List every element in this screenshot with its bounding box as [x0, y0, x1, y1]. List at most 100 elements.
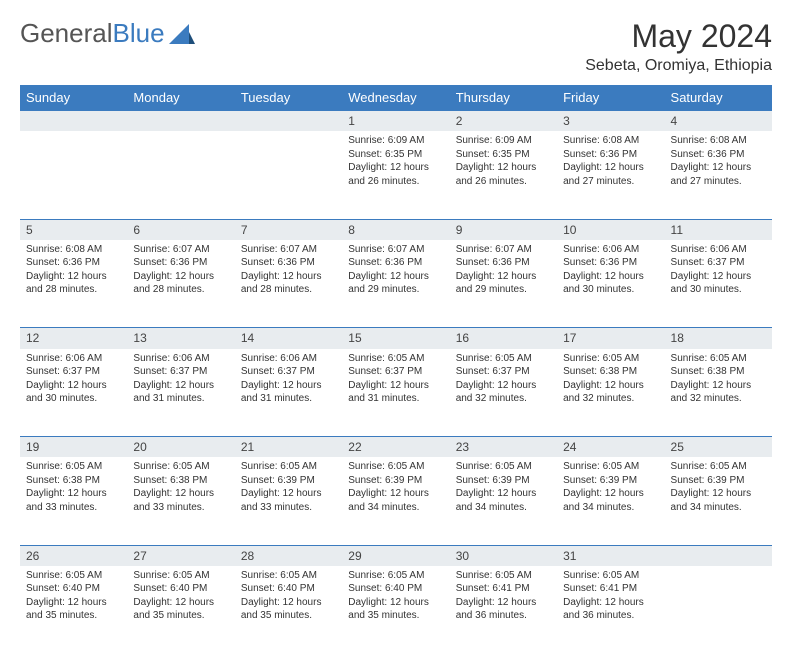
logo-text-blue: Blue [113, 18, 165, 49]
day-number: 16 [450, 328, 557, 349]
calendar-table: Sunday Monday Tuesday Wednesday Thursday… [20, 85, 772, 654]
day-number: 26 [20, 545, 127, 566]
title-block: May 2024 Sebeta, Oromiya, Ethiopia [585, 18, 772, 75]
day-number: 13 [127, 328, 234, 349]
day-cell: Sunrise: 6:05 AM Sunset: 6:38 PM Dayligh… [127, 457, 234, 545]
day-number: 8 [342, 219, 449, 240]
weekday-thu: Thursday [450, 85, 557, 111]
day-cell: Sunrise: 6:05 AM Sunset: 6:40 PM Dayligh… [235, 566, 342, 654]
day-cell-text: Sunrise: 6:08 AM Sunset: 6:36 PM Dayligh… [671, 134, 766, 188]
day-cell-text: Sunrise: 6:06 AM Sunset: 6:37 PM Dayligh… [671, 243, 766, 297]
day-number: 30 [450, 545, 557, 566]
day-number: 17 [557, 328, 664, 349]
day-cell-text: Sunrise: 6:06 AM Sunset: 6:37 PM Dayligh… [133, 352, 228, 406]
day-cell: Sunrise: 6:06 AM Sunset: 6:37 PM Dayligh… [127, 349, 234, 437]
day-cell-text: Sunrise: 6:07 AM Sunset: 6:36 PM Dayligh… [456, 243, 551, 297]
day-number: 7 [235, 219, 342, 240]
day-cell-text: Sunrise: 6:05 AM Sunset: 6:37 PM Dayligh… [456, 352, 551, 406]
weekday-sat: Saturday [665, 85, 772, 111]
day-cell-text: Sunrise: 6:05 AM Sunset: 6:39 PM Dayligh… [671, 460, 766, 514]
day-cell: Sunrise: 6:07 AM Sunset: 6:36 PM Dayligh… [127, 240, 234, 328]
day-cell-text: Sunrise: 6:05 AM Sunset: 6:39 PM Dayligh… [456, 460, 551, 514]
day-cell-text: Sunrise: 6:05 AM Sunset: 6:40 PM Dayligh… [348, 569, 443, 623]
day-number: 28 [235, 545, 342, 566]
day-number: 24 [557, 437, 664, 458]
weekday-fri: Friday [557, 85, 664, 111]
day-number: 27 [127, 545, 234, 566]
day-cell-text: Sunrise: 6:05 AM Sunset: 6:41 PM Dayligh… [456, 569, 551, 623]
day-number: 4 [665, 111, 772, 132]
day-cell: Sunrise: 6:05 AM Sunset: 6:38 PM Dayligh… [665, 349, 772, 437]
day-cell: Sunrise: 6:09 AM Sunset: 6:35 PM Dayligh… [342, 131, 449, 219]
day-number: 19 [20, 437, 127, 458]
day-cell-text: Sunrise: 6:05 AM Sunset: 6:38 PM Dayligh… [133, 460, 228, 514]
day-cell-text: Sunrise: 6:05 AM Sunset: 6:38 PM Dayligh… [671, 352, 766, 406]
content-row: Sunrise: 6:08 AM Sunset: 6:36 PM Dayligh… [20, 240, 772, 328]
day-cell: Sunrise: 6:08 AM Sunset: 6:36 PM Dayligh… [665, 131, 772, 219]
day-number: 1 [342, 111, 449, 132]
location: Sebeta, Oromiya, Ethiopia [585, 57, 772, 75]
calendar-body: 1234Sunrise: 6:09 AM Sunset: 6:35 PM Day… [20, 111, 772, 654]
day-number: 14 [235, 328, 342, 349]
weekday-wed: Wednesday [342, 85, 449, 111]
day-cell: Sunrise: 6:06 AM Sunset: 6:36 PM Dayligh… [557, 240, 664, 328]
content-row: Sunrise: 6:05 AM Sunset: 6:40 PM Dayligh… [20, 566, 772, 654]
day-cell: Sunrise: 6:05 AM Sunset: 6:38 PM Dayligh… [20, 457, 127, 545]
day-number: 23 [450, 437, 557, 458]
day-number: 2 [450, 111, 557, 132]
day-cell-text: Sunrise: 6:07 AM Sunset: 6:36 PM Dayligh… [241, 243, 336, 297]
day-cell: Sunrise: 6:08 AM Sunset: 6:36 PM Dayligh… [557, 131, 664, 219]
content-row: Sunrise: 6:06 AM Sunset: 6:37 PM Dayligh… [20, 349, 772, 437]
day-cell: Sunrise: 6:06 AM Sunset: 6:37 PM Dayligh… [20, 349, 127, 437]
day-cell-text: Sunrise: 6:06 AM Sunset: 6:36 PM Dayligh… [563, 243, 658, 297]
weekday-header-row: Sunday Monday Tuesday Wednesday Thursday… [20, 85, 772, 111]
daynum-row: 12131415161718 [20, 328, 772, 349]
logo-text-general: General [20, 18, 113, 49]
day-cell: Sunrise: 6:05 AM Sunset: 6:39 PM Dayligh… [235, 457, 342, 545]
day-cell-text: Sunrise: 6:07 AM Sunset: 6:36 PM Dayligh… [133, 243, 228, 297]
logo: GeneralBlue [20, 18, 195, 49]
day-cell-text: Sunrise: 6:09 AM Sunset: 6:35 PM Dayligh… [348, 134, 443, 188]
day-cell: Sunrise: 6:05 AM Sunset: 6:41 PM Dayligh… [557, 566, 664, 654]
day-number: 9 [450, 219, 557, 240]
daynum-row: 19202122232425 [20, 437, 772, 458]
day-cell-text: Sunrise: 6:06 AM Sunset: 6:37 PM Dayligh… [241, 352, 336, 406]
day-cell: Sunrise: 6:06 AM Sunset: 6:37 PM Dayligh… [665, 240, 772, 328]
day-number: 21 [235, 437, 342, 458]
day-cell: Sunrise: 6:05 AM Sunset: 6:40 PM Dayligh… [20, 566, 127, 654]
day-cell: Sunrise: 6:07 AM Sunset: 6:36 PM Dayligh… [342, 240, 449, 328]
daynum-row: 567891011 [20, 219, 772, 240]
day-cell [235, 131, 342, 219]
day-cell-text: Sunrise: 6:07 AM Sunset: 6:36 PM Dayligh… [348, 243, 443, 297]
weekday-tue: Tuesday [235, 85, 342, 111]
weekday-sun: Sunday [20, 85, 127, 111]
day-cell-text: Sunrise: 6:05 AM Sunset: 6:40 PM Dayligh… [26, 569, 121, 623]
content-row: Sunrise: 6:09 AM Sunset: 6:35 PM Dayligh… [20, 131, 772, 219]
day-cell: Sunrise: 6:05 AM Sunset: 6:38 PM Dayligh… [557, 349, 664, 437]
day-number: 15 [342, 328, 449, 349]
day-cell [127, 131, 234, 219]
day-cell-text: Sunrise: 6:05 AM Sunset: 6:40 PM Dayligh… [241, 569, 336, 623]
day-cell: Sunrise: 6:06 AM Sunset: 6:37 PM Dayligh… [235, 349, 342, 437]
day-cell-text: Sunrise: 6:05 AM Sunset: 6:39 PM Dayligh… [348, 460, 443, 514]
day-cell-text: Sunrise: 6:06 AM Sunset: 6:37 PM Dayligh… [26, 352, 121, 406]
daynum-row: 262728293031 [20, 545, 772, 566]
daynum-row: 1234 [20, 111, 772, 132]
day-cell-text: Sunrise: 6:08 AM Sunset: 6:36 PM Dayligh… [563, 134, 658, 188]
day-cell-text: Sunrise: 6:08 AM Sunset: 6:36 PM Dayligh… [26, 243, 121, 297]
logo-sail-icon [169, 24, 195, 44]
day-number: 11 [665, 219, 772, 240]
day-cell-text: Sunrise: 6:05 AM Sunset: 6:37 PM Dayligh… [348, 352, 443, 406]
day-cell: Sunrise: 6:05 AM Sunset: 6:39 PM Dayligh… [665, 457, 772, 545]
header: GeneralBlue May 2024 Sebeta, Oromiya, Et… [20, 18, 772, 75]
day-cell: Sunrise: 6:07 AM Sunset: 6:36 PM Dayligh… [450, 240, 557, 328]
day-number: 12 [20, 328, 127, 349]
day-number [665, 545, 772, 566]
day-cell: Sunrise: 6:05 AM Sunset: 6:39 PM Dayligh… [557, 457, 664, 545]
day-cell: Sunrise: 6:05 AM Sunset: 6:40 PM Dayligh… [342, 566, 449, 654]
weekday-mon: Monday [127, 85, 234, 111]
day-cell [20, 131, 127, 219]
day-cell-text: Sunrise: 6:09 AM Sunset: 6:35 PM Dayligh… [456, 134, 551, 188]
day-cell-text: Sunrise: 6:05 AM Sunset: 6:40 PM Dayligh… [133, 569, 228, 623]
day-number [20, 111, 127, 132]
